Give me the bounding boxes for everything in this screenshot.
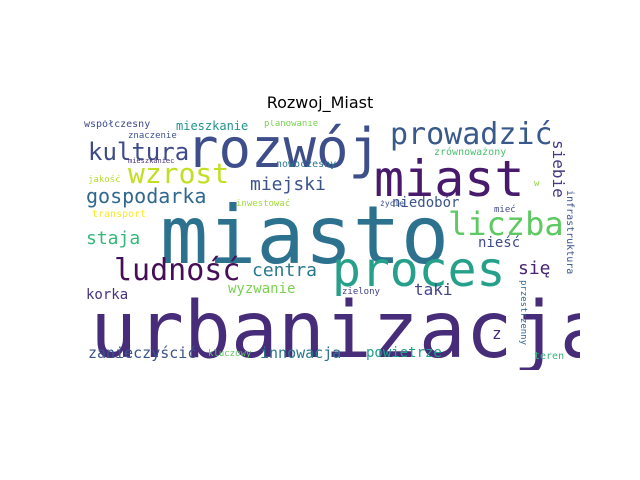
word-cloud-word: jakość bbox=[88, 175, 121, 185]
chart-title: Rozwoj_Miast bbox=[266, 93, 374, 112]
word-cloud-word: zanieczyścić bbox=[88, 344, 197, 362]
word-cloud-word: innowacja bbox=[260, 344, 342, 362]
word-cloud-word: inwestować bbox=[236, 199, 291, 209]
word-cloud-word: mieszkaniec bbox=[128, 157, 175, 165]
word-cloud-word: urbanizacja bbox=[90, 286, 580, 370]
word-cloud-word: siebie bbox=[549, 140, 568, 198]
word-cloud-word: współczesny bbox=[84, 120, 151, 130]
word-cloud-word: nieść bbox=[478, 235, 521, 251]
word-cloud-word: mieć bbox=[494, 205, 516, 215]
word-cloud-word: rozwój bbox=[186, 120, 382, 180]
word-cloud-word: znaczenie bbox=[128, 131, 177, 141]
word-cloud: urbanizacja miasto proces rozwój miast prowad… bbox=[80, 120, 580, 370]
word-cloud-word: teren bbox=[534, 351, 565, 362]
word-cloud-word: wyzwanie bbox=[228, 281, 296, 297]
word-cloud-word: kluczowy bbox=[208, 349, 252, 359]
word-cloud-word: powietrze bbox=[366, 345, 442, 361]
word-cloud-word: planowanie bbox=[264, 120, 319, 129]
word-cloud-word: z bbox=[492, 324, 502, 343]
word-cloud-word: niedobór bbox=[392, 195, 460, 211]
word-cloud-word: proces bbox=[332, 242, 506, 298]
word-cloud-word: prowadzić bbox=[390, 120, 553, 152]
word-cloud-word: wzrost bbox=[128, 157, 230, 190]
word-cloud-word: staja bbox=[86, 228, 141, 249]
word-cloud-word: gospodarka bbox=[86, 184, 207, 208]
word-cloud-word: kultura bbox=[88, 138, 190, 166]
word-cloud-word: transport bbox=[92, 209, 147, 220]
word-cloud-word: nowoczesny bbox=[276, 159, 337, 170]
word-cloud-word: taki bbox=[414, 280, 453, 299]
word-cloud-word: korka bbox=[86, 287, 129, 303]
word-cloud-word: życie bbox=[380, 199, 405, 208]
word-cloud-word: ludność bbox=[114, 253, 241, 288]
word-cloud-word: zielony bbox=[342, 287, 380, 297]
word-cloud-word: w bbox=[534, 179, 540, 189]
word-cloud-word: mieszkanie bbox=[176, 120, 249, 133]
word-cloud-word: zrównoważony bbox=[434, 147, 507, 158]
word-cloud-word: miejski bbox=[250, 174, 326, 195]
word-cloud-word: się bbox=[518, 258, 551, 279]
word-cloud-word: miasto bbox=[160, 189, 449, 282]
word-cloud-word: miast bbox=[374, 150, 525, 208]
word-cloud-word: infrastruktura bbox=[564, 190, 575, 275]
word-cloud-word: przestrzenny bbox=[518, 280, 528, 346]
word-cloud-word: liczba bbox=[448, 205, 564, 243]
word-cloud-word: centra bbox=[252, 260, 318, 281]
